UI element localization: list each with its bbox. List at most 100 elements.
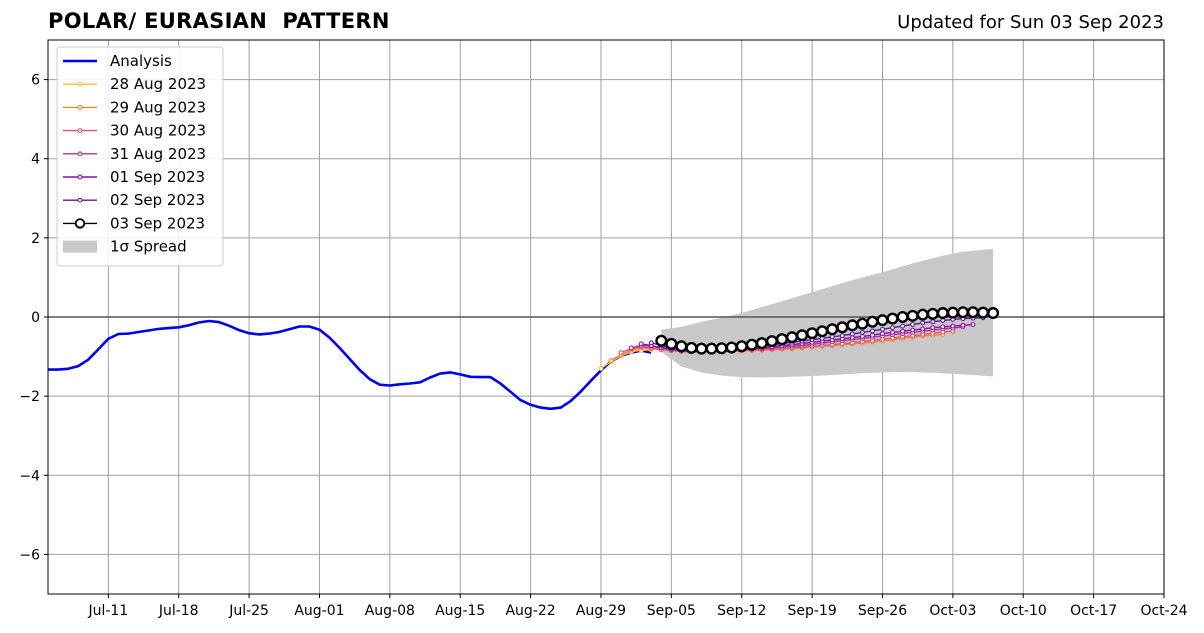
- series-point-large: [806, 327, 819, 340]
- legend-marker: [77, 128, 83, 134]
- legend-label: Analysis: [110, 52, 172, 70]
- series-point: [890, 325, 895, 331]
- series-point: [940, 324, 946, 330]
- chart-subtitle: Updated for Sun 03 Sep 2023: [897, 12, 1164, 33]
- legend-swatch: [63, 240, 97, 253]
- series-point-large: [685, 341, 698, 354]
- series-point-large: [987, 307, 1000, 320]
- y-tick-label: −4: [19, 468, 40, 484]
- series-point: [869, 332, 875, 338]
- series-point-large: [755, 337, 768, 350]
- series-point: [849, 331, 855, 337]
- y-tick-label: 4: [31, 152, 40, 168]
- plot-area: [48, 248, 1164, 411]
- series-point: [900, 328, 906, 334]
- x-tick-label: Aug-08: [365, 603, 415, 619]
- series-point-large: [745, 338, 758, 351]
- y-tick-label: 2: [31, 231, 40, 247]
- x-tick-label: Sep-12: [717, 603, 766, 619]
- series-point: [829, 334, 835, 340]
- x-tick-label: Jul-11: [87, 603, 128, 619]
- legend-label: 31 Aug 2023: [110, 145, 206, 163]
- series-point-large: [765, 335, 778, 348]
- series-point: [859, 333, 865, 339]
- series-point: [638, 341, 644, 347]
- series-point-large: [836, 321, 849, 334]
- legend: Analysis 28 Aug 2023 29 Aug 2023 30 Aug 202…: [56, 46, 224, 267]
- legend-marker: [77, 197, 83, 203]
- series-point: [900, 323, 906, 329]
- y-tick-label: −2: [19, 389, 40, 405]
- series-point-large: [926, 307, 939, 320]
- series-line-0: [48, 319, 652, 411]
- legend-label: 1σ Spread: [110, 238, 187, 256]
- series-line-3: [620, 330, 953, 354]
- series-point-large: [786, 331, 799, 344]
- y-tick-label: −6: [19, 547, 40, 563]
- series-point: [910, 322, 916, 327]
- series-point-large: [665, 337, 678, 350]
- chart-title: POLAR/ EURASIAN PATTERN: [48, 9, 390, 33]
- series-point: [890, 329, 895, 335]
- series-point: [950, 323, 956, 329]
- x-tick-label: Sep-19: [787, 603, 836, 619]
- series-point-large: [977, 306, 990, 319]
- series-point-large: [846, 319, 859, 332]
- series-point-large: [876, 314, 889, 327]
- legend-label: 30 Aug 2023: [110, 122, 206, 140]
- series-point: [920, 326, 926, 332]
- series-point: [628, 345, 634, 351]
- series-point: [598, 365, 604, 371]
- series-point-large: [946, 306, 959, 319]
- series-point-large: [936, 307, 949, 320]
- legend-marker: [74, 218, 86, 229]
- series-point-large: [816, 325, 829, 338]
- series-point-large: [956, 306, 969, 319]
- x-tick-label: Aug-01: [294, 603, 344, 619]
- series-point-large: [725, 341, 738, 354]
- x-tick-label: Oct-24: [1140, 603, 1187, 619]
- series-point: [859, 329, 865, 335]
- legend-label: 01 Sep 2023: [110, 168, 205, 186]
- series-point-large: [886, 312, 899, 325]
- series-point: [920, 320, 926, 326]
- legend-marker: [77, 151, 83, 157]
- x-tick-label: Jul-18: [158, 603, 199, 619]
- x-tick-label: Oct-10: [1000, 603, 1047, 619]
- series-point-large: [916, 308, 929, 321]
- legend-label: 28 Aug 2023: [110, 75, 206, 93]
- series-point: [910, 327, 916, 333]
- legend-marker: [77, 104, 83, 110]
- series-point-large: [856, 317, 869, 330]
- x-tick-label: Oct-03: [929, 603, 976, 619]
- series-point-large: [675, 340, 688, 353]
- series-point-large: [655, 334, 668, 347]
- series-point: [930, 319, 936, 325]
- legend-marker: [77, 174, 83, 180]
- series-point: [940, 318, 946, 324]
- legend-label: 02 Sep 2023: [110, 191, 205, 209]
- series-point: [869, 328, 875, 334]
- x-tick-label: Aug-22: [505, 603, 555, 619]
- series-point-large: [796, 329, 809, 342]
- x-tick-label: Aug-29: [576, 603, 626, 619]
- legend-label: 03 Sep 2023: [110, 214, 205, 232]
- x-tick-label: Jul-25: [228, 603, 269, 619]
- series-point-large: [715, 342, 728, 355]
- series-point-large: [695, 342, 708, 355]
- legend-label: 29 Aug 2023: [110, 98, 206, 116]
- series-point: [608, 358, 614, 363]
- series-point: [970, 322, 976, 327]
- series-point-large: [705, 342, 718, 355]
- legend-box: [56, 46, 224, 267]
- x-tick-label: Aug-15: [435, 603, 485, 619]
- series-point: [880, 331, 885, 337]
- series-point-large: [775, 333, 788, 346]
- x-tick-label: Sep-05: [647, 603, 696, 619]
- series-point: [960, 322, 966, 328]
- series-point-large: [735, 340, 748, 353]
- series-point-large: [906, 309, 919, 322]
- series-point: [618, 350, 624, 356]
- series-point-large: [826, 323, 839, 336]
